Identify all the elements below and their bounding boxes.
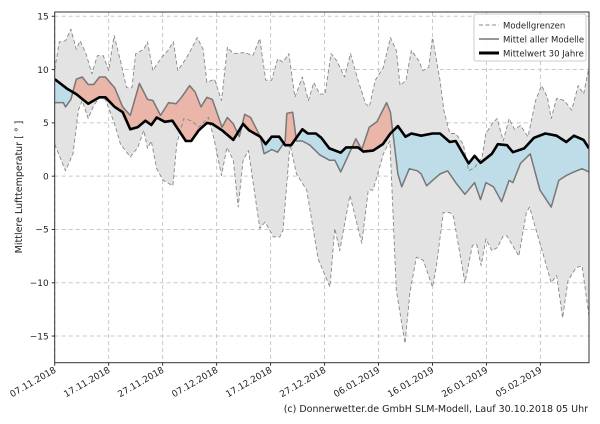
y-tick-label: 5 bbox=[43, 119, 49, 129]
y-tick-label: −15 bbox=[30, 332, 49, 342]
copyright-footer: (c) Donnerwetter.de GmbH SLM-Modell, Lau… bbox=[283, 404, 588, 415]
upper-bound-line bbox=[54, 28, 589, 172]
x-tick-label: 05.02.2019 bbox=[494, 366, 544, 401]
plot-frame bbox=[54, 11, 590, 364]
x-tick-label: 17.11.2018 bbox=[63, 366, 113, 401]
legend-mean-label: Mittel aller Modelle bbox=[503, 36, 584, 46]
y-axis: 15 10 5 0 −5 −10 −15 bbox=[30, 12, 55, 342]
x-tick-label: 16.01.2019 bbox=[386, 366, 436, 401]
legend-bounds-label: Modellgrenzen bbox=[503, 22, 565, 32]
x-tick-label: 26.01.2019 bbox=[440, 366, 490, 401]
y-axis-label: Mittlere Lufttemperatur [ ° ] bbox=[14, 121, 25, 254]
climate-mean-line bbox=[54, 78, 589, 165]
legend-box bbox=[473, 13, 587, 62]
x-axis: 07.11.2018 17.11.2018 27.11.2018 07.12.2018… bbox=[9, 362, 544, 401]
x-tick-label: 07.11.2018 bbox=[9, 366, 59, 401]
model-bounds-band bbox=[54, 29, 589, 344]
y-tick-label: −10 bbox=[30, 279, 49, 289]
legend: Modellgrenzen Mittel aller Modelle Mitte… bbox=[473, 13, 587, 62]
x-tick-label: 07.12.2018 bbox=[170, 366, 220, 401]
y-tick-label: 10 bbox=[37, 66, 49, 76]
x-tick-label: 27.11.2018 bbox=[117, 366, 167, 401]
x-tick-label: 17.12.2018 bbox=[224, 366, 274, 401]
model-mean-line bbox=[54, 76, 589, 208]
legend-climate-label: Mittelwert 30 Jahre bbox=[503, 50, 584, 60]
x-tick-label: 06.01.2019 bbox=[332, 366, 382, 401]
x-tick-label: 27.12.2018 bbox=[278, 366, 328, 401]
y-tick-label: 0 bbox=[43, 172, 49, 182]
y-tick-label: −5 bbox=[35, 226, 48, 236]
y-tick-label: 15 bbox=[37, 12, 48, 22]
